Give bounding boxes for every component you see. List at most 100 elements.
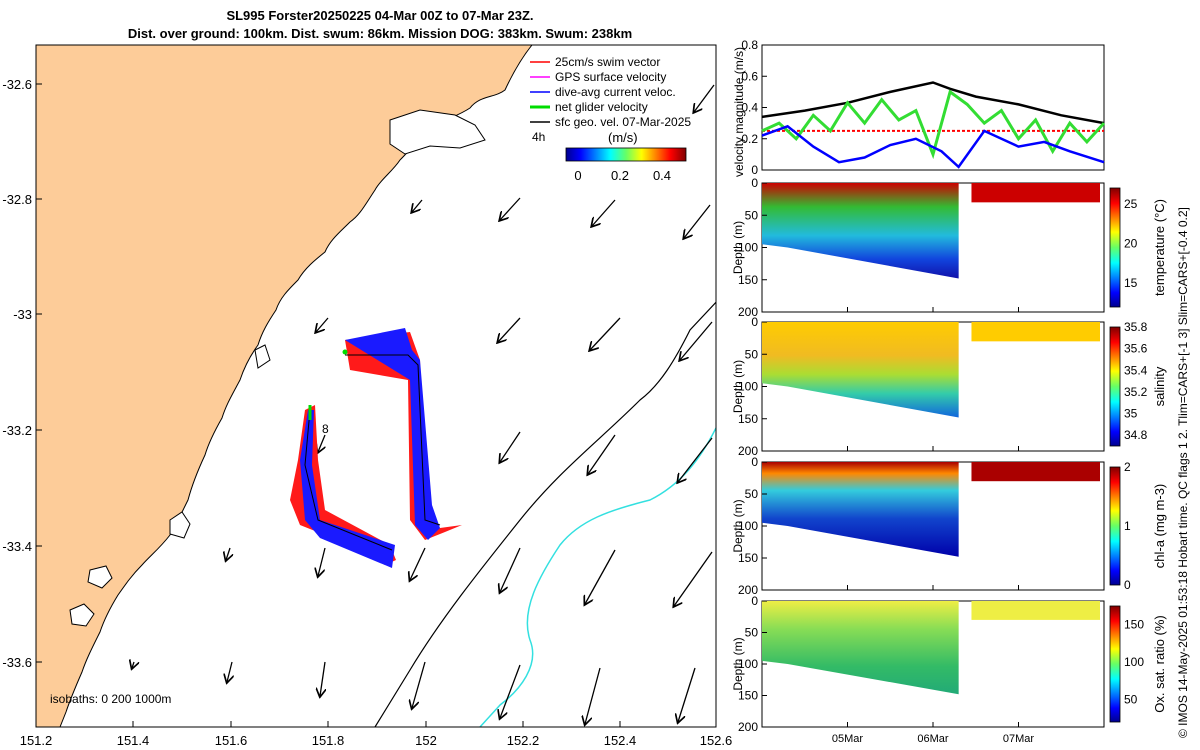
velocity-series-3 — [761, 124, 1105, 169]
colorbar-units-label: (m/s) — [608, 130, 638, 145]
lon-tick-label: 151.6 — [215, 733, 248, 748]
section-ylabel: Depth (m) — [731, 499, 745, 552]
section-ytick-label: 50 — [745, 347, 759, 361]
lat-tick-label: -32.8 — [2, 192, 32, 207]
section-ylabel: Depth (m) — [731, 360, 745, 413]
velocity-ytick-label: 0.6 — [741, 69, 758, 83]
section-xtick-label: 05Mar — [832, 733, 864, 745]
colorbar-tick-label: 20 — [1124, 237, 1138, 251]
section-ytick-label: 0 — [751, 176, 758, 190]
lat-tick-label: -33 — [13, 307, 32, 322]
section-data-late — [971, 462, 1100, 482]
section-ytick-label: 200 — [738, 720, 758, 734]
section-data-late — [971, 601, 1100, 620]
colorbar-tick-label: 35.8 — [1124, 320, 1148, 334]
velocity-ylabel: velocity magnitude (m/s) — [732, 47, 746, 177]
section-ytick-label: 200 — [738, 583, 758, 597]
velocity-ytick-label: 0.2 — [741, 132, 758, 146]
section-ytick-label: 150 — [738, 551, 758, 565]
legend-label: GPS surface velocity — [555, 70, 666, 84]
section-ytick-label: 50 — [745, 626, 759, 640]
colorbar-tick-label: 100 — [1124, 655, 1144, 669]
section-data-main — [762, 462, 959, 557]
geostrophic-velocity-arrows — [132, 84, 715, 724]
velocity-ytick-label: 0.8 — [741, 38, 758, 52]
colorbar-tick-label: 150 — [1124, 618, 1144, 632]
colorbar-label: chl-a (mg m-3) — [1152, 484, 1167, 569]
colorbar-tick-label: 35 — [1124, 407, 1138, 421]
lat-tick-label: -33.4 — [2, 539, 32, 554]
section-ylabel: Depth (m) — [731, 637, 745, 690]
lon-tick-label: 152.2 — [507, 733, 540, 748]
section-ytick-label: 50 — [745, 208, 759, 222]
isobaths-label: isobaths: 0 200 1000m — [50, 692, 171, 706]
section-data-main — [762, 322, 959, 418]
colorbar-tick-label: 25 — [1124, 197, 1138, 211]
lon-tick-label: 151.8 — [312, 733, 345, 748]
figure-title-line2: Dist. over ground: 100km. Dist. swum: 86… — [127, 26, 633, 41]
colorbar-label: temperature (°C) — [1152, 199, 1167, 296]
colorbar-tick-label: 50 — [1124, 693, 1138, 707]
map-lon-ticks: 151.2 151.4 151.6 151.8 152 152.2 152.4 152.6 — [20, 721, 733, 748]
section-ytick-label: 200 — [738, 305, 758, 319]
colorbar-tick-label: 15 — [1124, 276, 1138, 290]
section-colorbar — [1109, 187, 1121, 308]
isobath-lines — [374, 301, 716, 727]
colorbar-tick-label: 0.4 — [653, 168, 671, 183]
figure-title-line1: SL995 Forster20250225 04-Mar 00Z to 07-M… — [226, 8, 534, 23]
colorbar-tick-label: 0.2 — [611, 168, 629, 183]
credit-text: © IMOS 14-May-2025 01:53:18 Hobart time.… — [1176, 207, 1190, 738]
section-ytick-label: 200 — [738, 444, 758, 458]
lon-tick-label: 151.4 — [117, 733, 150, 748]
lat-tick-label: -33.2 — [2, 423, 32, 438]
section-data-late — [971, 183, 1100, 203]
legend-label: dive-avg current veloc. — [555, 85, 676, 99]
section-data-main — [762, 183, 959, 279]
colorbar-tick-label: 35.4 — [1124, 363, 1148, 377]
legend-extra-label: 4h — [532, 130, 545, 144]
lat-tick-label: -32.6 — [2, 77, 32, 92]
colorbar-tick-label: 34.8 — [1124, 428, 1148, 442]
section-ytick-label: 0 — [751, 594, 758, 608]
section-ytick-label: 100 — [738, 241, 758, 255]
section-ytick-label: 0 — [751, 455, 758, 469]
velocity-ytick-label: 0.4 — [741, 101, 758, 115]
velocity-series-2 — [761, 89, 1106, 160]
map-lat-ticks: -32.6 -32.8 -33 -33.2 -33.4 -33.6 — [2, 77, 42, 670]
section-colorbar — [1109, 605, 1121, 723]
colorbar-tick-label: 35.6 — [1124, 342, 1148, 356]
lon-tick-label: 152.6 — [700, 733, 733, 748]
map-colorbar-ticks: 0 0.2 0.4 — [574, 168, 671, 183]
section-ylabel: Depth (m) — [731, 221, 745, 274]
section-ytick-label: 100 — [738, 380, 758, 394]
colorbar-tick-label: 1 — [1124, 519, 1131, 533]
map-panel: 8 isobaths: 0 200 1000m 151.2 151.4 151.6 1… — [2, 44, 733, 748]
map-colorbar — [565, 147, 687, 162]
glider-track: 8 — [290, 328, 462, 568]
colorbar-tick-label: 35.2 — [1124, 385, 1148, 399]
section-ytick-label: 50 — [745, 487, 759, 501]
section-panel-3: 0 50 100 150 200 Depth (m) 0 1 2 chl-a (mg m-3) — [731, 455, 1167, 597]
section-data-main — [762, 601, 959, 695]
lon-tick-label: 151.2 — [20, 733, 53, 748]
colorbar-tick-label: 0 — [1124, 578, 1131, 592]
velocity-ytick-label: 0 — [751, 163, 758, 177]
legend-label: net glider velocity — [555, 100, 648, 114]
section-colorbar — [1109, 466, 1121, 586]
colorbar-label: salinity — [1152, 366, 1167, 406]
section-colorbar — [1109, 326, 1121, 447]
section-ytick-label: 150 — [738, 412, 758, 426]
section-ytick-label: 100 — [738, 657, 758, 671]
lat-tick-label: -33.6 — [2, 655, 32, 670]
section-xtick-label: 07Mar — [1003, 733, 1035, 745]
section-xtick-label: 06Mar — [917, 733, 949, 745]
velocity-series-0 — [761, 81, 1105, 125]
lon-tick-label: 152.4 — [604, 733, 637, 748]
legend-label: 25cm/s swim vector — [555, 55, 660, 69]
colorbar-tick-label: 0 — [574, 168, 581, 183]
section-ytick-label: 100 — [738, 519, 758, 533]
